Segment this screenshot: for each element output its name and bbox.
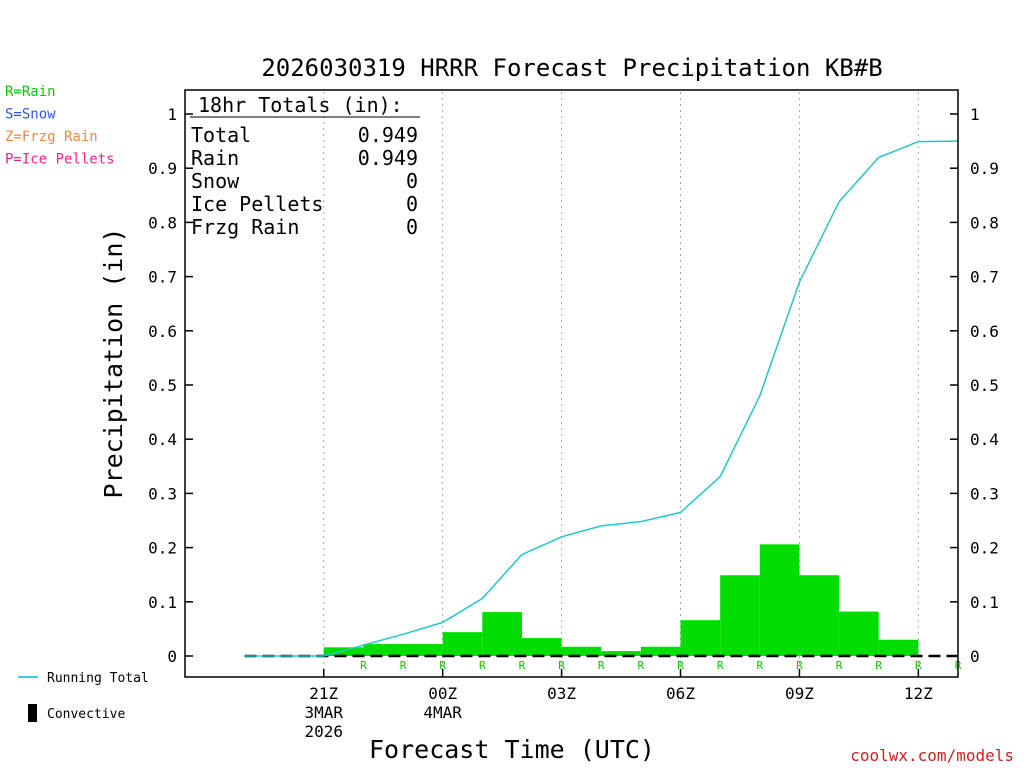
ptype-legend-item-1: S=Snow [5, 107, 56, 123]
y-tick-label-left-4: 0.4 [148, 430, 177, 449]
legend-convective-label: Convective [47, 707, 125, 722]
legend-running-total-label: Running Total [47, 671, 149, 686]
totals-row-value-1: 0.949 [358, 146, 418, 170]
x-tick-label-1-1: 4MAR [423, 703, 462, 722]
ptype-label-9: R [598, 659, 605, 672]
totals-header: 18hr Totals (in): [198, 93, 403, 117]
ptype-legend: R=Rain S=Snow Z=Frzg Rain P=Ice Pellets [5, 84, 115, 168]
ptype-label-8: R [558, 659, 565, 672]
x-tick-label-3-0: 06Z [666, 684, 695, 703]
precip-bar-7 [482, 612, 522, 656]
ptype-legend-item-3: P=Ice Pellets [5, 152, 115, 168]
y-tick-label-right-5: 0.5 [970, 376, 999, 395]
ptype-label-15: R [836, 659, 843, 672]
totals-row-value-3: 0 [406, 192, 418, 216]
totals-row-value-2: 0 [406, 169, 418, 193]
totals-row-label-2: Snow [191, 169, 240, 193]
precip-bar-6 [442, 632, 483, 656]
x-tick-label-2-0: 03Z [547, 684, 576, 703]
ptype-label-3: R [360, 659, 367, 672]
x-tick-label-5-0: 12Z [904, 684, 933, 703]
precip-bar-4 [363, 644, 404, 656]
y-tick-label-left-3: 0.3 [148, 484, 177, 503]
precip-bar-15 [799, 575, 840, 656]
chart-title: 2026030319 HRRR Forecast Precipitation K… [261, 54, 882, 82]
ptype-label-14: R [796, 659, 803, 672]
ptype-label-16: R [875, 659, 882, 672]
y-tick-label-left-8: 0.8 [148, 213, 177, 232]
ptype-legend-item-0: R=Rain [5, 84, 56, 100]
y-tick-label-left-6: 0.6 [148, 322, 177, 341]
y-tick-label-right-1: 0.1 [970, 593, 999, 612]
ptype-label-12: R [717, 659, 724, 672]
totals-row-value-0: 0.949 [358, 123, 418, 147]
ptype-label-10: R [638, 659, 645, 672]
y-tick-label-left-1: 0.1 [148, 593, 177, 612]
totals-box: 18hr Totals (in): Total 0.949 Rain 0.949 Sno… [190, 93, 420, 239]
watermark: coolwx.com/models [850, 746, 1014, 765]
bars-layer [323, 544, 919, 656]
y-tick-label-left-7: 0.7 [148, 268, 177, 287]
precip-bar-12 [680, 620, 721, 656]
precip-bar-17 [878, 639, 919, 656]
running-total-line [244, 140, 959, 657]
totals-row-label-3: Ice Pellets [191, 192, 323, 216]
x-tick-label-0-1: 3MAR [304, 703, 343, 722]
x-gridlines [323, 92, 919, 675]
x-tick-label-4-0: 09Z [785, 684, 814, 703]
y-tick-label-right-8: 0.8 [970, 213, 999, 232]
precip-bar-3 [323, 647, 364, 656]
precip-bar-5 [403, 644, 443, 656]
y-tick-label-right-4: 0.4 [970, 430, 999, 449]
y-tick-label-left-10: 1 [167, 105, 177, 124]
legend-convective-swatch [28, 704, 37, 722]
y-tick-label-right-9: 0.9 [970, 159, 999, 178]
totals-row-label-0: Total [191, 123, 251, 147]
y-tick-label-left-5: 0.5 [148, 376, 177, 395]
ptype-label-4: R [400, 659, 407, 672]
precip-bar-10 [601, 651, 641, 656]
precip-bar-8 [521, 638, 562, 656]
y-tick-label-right-3: 0.3 [970, 484, 999, 503]
y-tick-label-left-2: 0.2 [148, 539, 177, 558]
running-total-layer [244, 140, 959, 657]
precip-bar-9 [561, 646, 602, 656]
ptype-label-5: R [439, 659, 446, 672]
precip-bar-16 [839, 611, 879, 656]
precip-bar-13 [720, 575, 760, 656]
ptype-legend-item-2: Z=Frzg Rain [5, 129, 98, 145]
y-tick-label-left-0: 0 [167, 647, 177, 666]
y-tick-label-right-0: 0 [970, 647, 980, 666]
ptype-label-17: R [915, 659, 922, 672]
totals-row-label-4: Frzg Rain [191, 215, 299, 239]
y-axis-label: Precipitation (in) [99, 228, 128, 499]
y-tick-label-right-2: 0.2 [970, 539, 999, 558]
x-axis-label: Forecast Time (UTC) [369, 735, 655, 764]
plot-frame [184, 89, 959, 678]
ptype-label-6: R [479, 659, 486, 672]
x-tick-label-1-0: 00Z [428, 684, 457, 703]
ptype-label-7: R [519, 659, 526, 672]
y-tick-label-right-10: 1 [970, 105, 980, 124]
x-tick-label-0-2: 2026 [304, 722, 343, 741]
ptype-label-13: R [756, 659, 763, 672]
totals-row-label-1: Rain [191, 146, 239, 170]
y-tick-label-left-9: 0.9 [148, 159, 177, 178]
ptype-label-11: R [677, 659, 684, 672]
y-tick-label-right-6: 0.6 [970, 322, 999, 341]
totals-row-value-4: 0 [406, 215, 418, 239]
y-axis-ticks: 0 00.1 0.10.2 0.20.3 0.30.4 0.40.5 0.50.6 0.60.… [148, 105, 999, 666]
precip-bar-14 [759, 544, 800, 656]
y-tick-label-right-7: 0.7 [970, 268, 999, 287]
x-tick-label-0-0: 21Z [309, 684, 338, 703]
precip-bar-11 [640, 646, 681, 656]
bottom-legend: Running Total Convective [18, 671, 149, 722]
